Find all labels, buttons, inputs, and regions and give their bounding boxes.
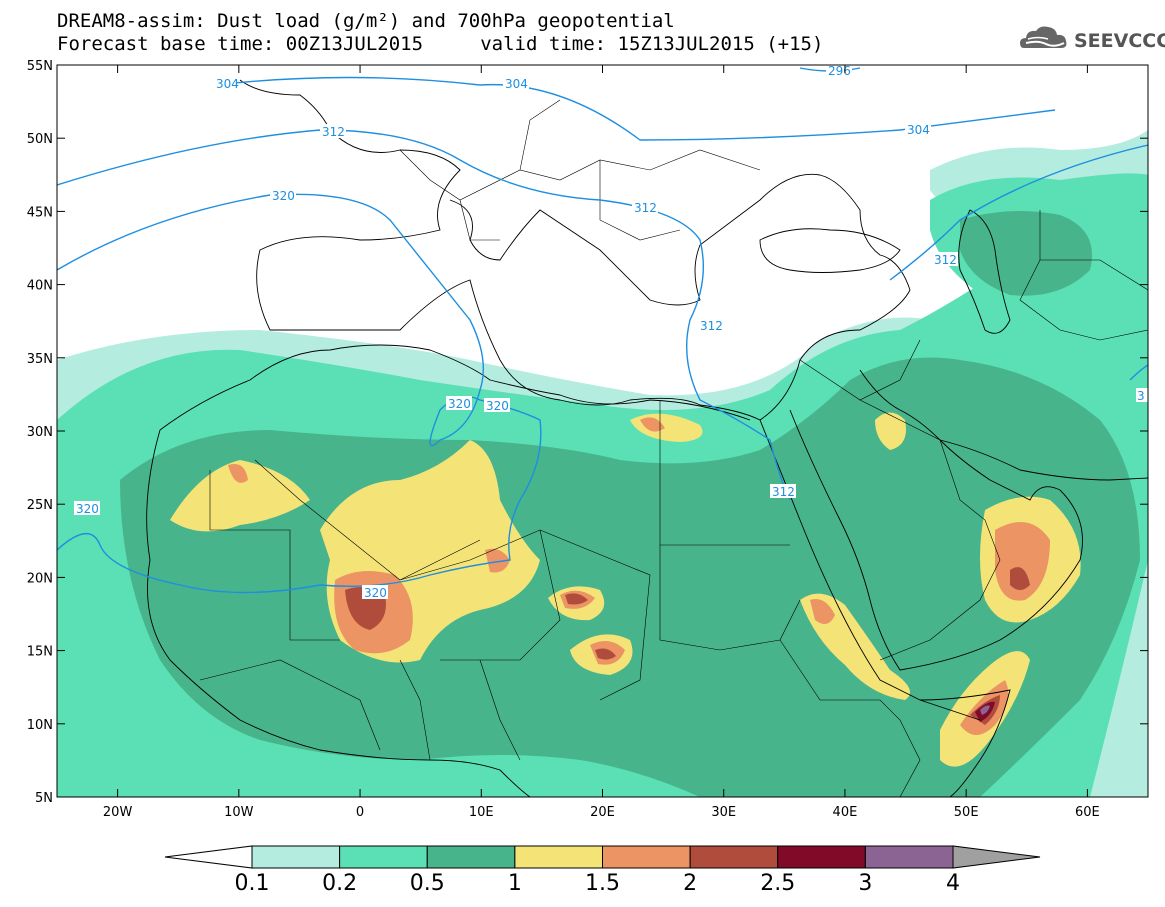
colorbar-swatch [777, 845, 866, 869]
dust-band-3 [980, 705, 990, 715]
colorbar-label: 2.5 [760, 871, 795, 896]
colorbar-under-arrow [164, 845, 253, 869]
lat-label: 55N [27, 59, 53, 74]
lon-label: 10W [224, 805, 254, 820]
contour-label: 312 [772, 485, 795, 499]
lon-label: 20E [590, 805, 615, 820]
central-asia-borders [1019, 210, 1148, 341]
colorbar-swatch [514, 845, 603, 869]
axis-ticks [57, 64, 1148, 798]
contour-label: 320 [364, 586, 387, 600]
lon-label: 40E [833, 805, 858, 820]
iraq-border [799, 339, 921, 401]
lat-label: 15N [27, 645, 53, 660]
latitude-labels: 55N 50N 45N 40N 35N 30N 25N 20N 15N 10N 5N [27, 59, 53, 806]
horn-coast [919, 689, 1011, 797]
lon-label: 50E [954, 805, 979, 820]
contour-label: 304 [505, 77, 528, 91]
colorbar-swatch [864, 845, 954, 869]
saudi-border [859, 399, 1001, 661]
contour-312-east [889, 144, 1148, 281]
black-sea-coast [759, 228, 901, 273]
cloud-logo-icon [1020, 26, 1067, 48]
colorbar-label: 0.5 [410, 871, 445, 896]
lat-label: 45N [27, 205, 53, 220]
longitude-labels: 20W 10W 0 10E 20E 30E 40E 50E 60E [103, 805, 1100, 820]
country-borders [199, 99, 1148, 797]
contour-label: 296 [828, 64, 851, 78]
iran-coast [939, 439, 1148, 481]
dust-band-1.5 [228, 417, 1050, 735]
europe-coastline [239, 79, 911, 421]
colorbar-label: 4 [946, 871, 960, 896]
colorbar-swatch [689, 845, 779, 869]
caspian-coast [958, 209, 1011, 334]
contour-320-east [1129, 364, 1148, 381]
ethiopia-border [779, 639, 921, 797]
colorbar-swatch [426, 845, 516, 869]
colorbar-label: 3 [858, 871, 872, 896]
chad-sudan-border [539, 529, 651, 701]
colorbar-swatch [251, 845, 341, 869]
lat-label: 20N [27, 571, 53, 586]
contour-label: 312 [934, 253, 957, 267]
west-africa-borders [199, 659, 521, 761]
forecast-time-subtitle: Forecast base time: 00Z13JUL2015 valid t… [57, 33, 824, 55]
algeria-border [254, 459, 481, 581]
contour-label: 312 [634, 201, 657, 215]
lon-label: 60E [1075, 805, 1100, 820]
colorbar-swatch [602, 845, 691, 869]
europe-borders [399, 99, 761, 241]
lat-label: 5N [35, 791, 53, 806]
lon-label: 0 [356, 805, 364, 820]
contour-label: 320 [486, 399, 509, 413]
colorbar-label: 0.2 [322, 871, 357, 896]
contour-label: 312 [322, 125, 345, 139]
lon-label: 20W [103, 805, 133, 820]
dust-band-0.5-caspian [960, 211, 1092, 296]
lon-label: 10E [469, 805, 494, 820]
colorbar-label: 2 [683, 871, 697, 896]
colorbar-over-arrow [952, 845, 1041, 869]
contour-label: 312 [700, 319, 723, 333]
contour-label: 320 [448, 397, 471, 411]
lat-label: 10N [27, 718, 53, 733]
colorbar-swatch [339, 845, 428, 869]
sudan-border [659, 545, 801, 651]
lat-label: 30N [27, 425, 53, 440]
colorbar-label: 1.5 [585, 871, 620, 896]
contour-label: 320 [272, 189, 295, 203]
lat-label: 35N [27, 352, 53, 367]
lat-label: 40N [27, 279, 53, 294]
contour-label: 320 [76, 502, 99, 516]
colorbar-label: 0.1 [235, 871, 270, 896]
colorbar-label: 1 [508, 871, 522, 896]
niger-border [399, 529, 561, 661]
map-title: DREAM8-assim: Dust load (g/m²) and 700hP… [57, 10, 675, 32]
lat-label: 25N [27, 498, 53, 513]
contour-label: 304 [907, 123, 930, 137]
contour-label: 3 [1137, 389, 1145, 403]
dust-field [57, 130, 1148, 797]
lat-label: 50N [27, 132, 53, 147]
contour-label: 304 [216, 77, 239, 91]
north-africa-coast [159, 344, 751, 431]
lon-label: 30E [711, 805, 736, 820]
dust-band-1-iraq [875, 412, 906, 450]
seevccc-logo: SEEVCCC [1018, 22, 1165, 58]
west-africa-coast [146, 429, 531, 797]
logo-text: SEEVCCC [1074, 30, 1165, 52]
colorbar: 0.1 0.2 0.5 1 1.5 2 2.5 3 4 [164, 845, 1041, 896]
mali-border [209, 470, 340, 641]
